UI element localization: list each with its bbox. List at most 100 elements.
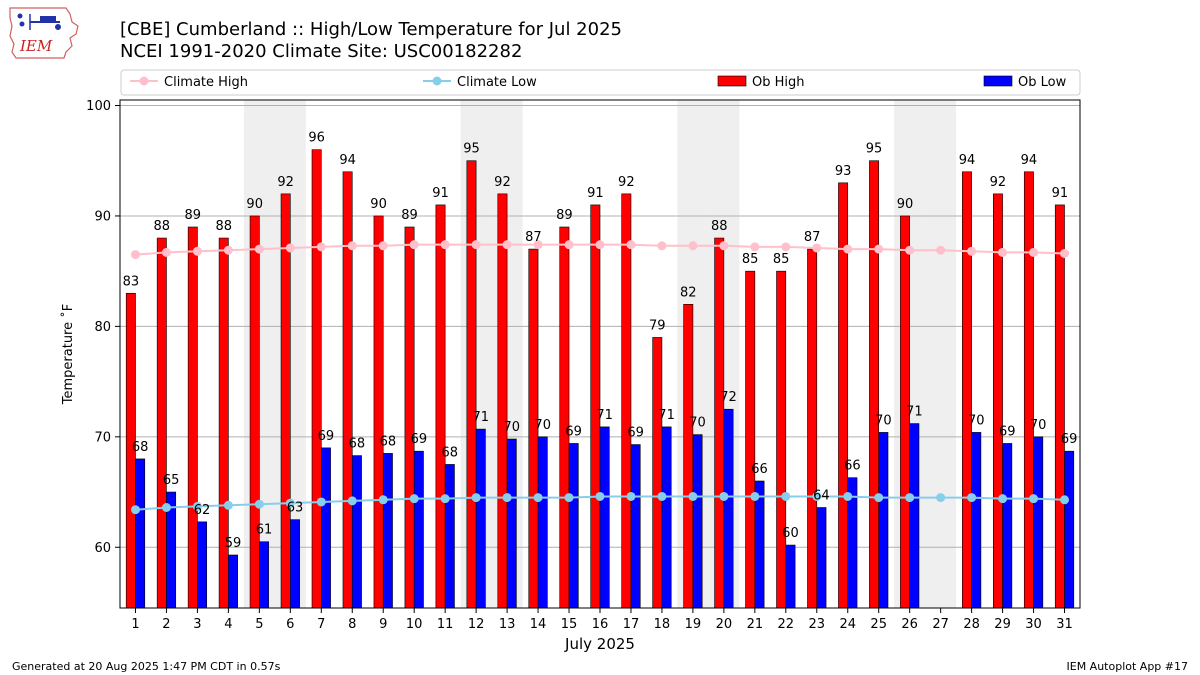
x-tick-label-26: 26 (901, 617, 918, 632)
climate-low-point-16 (595, 491, 605, 501)
ob-high-label-17: 92 (618, 175, 635, 190)
climate-high-point-28 (967, 246, 977, 256)
x-tick-label-16: 16 (592, 617, 609, 632)
climate-low-point-3 (192, 501, 202, 511)
ob-low-bar-18 (661, 426, 672, 609)
ob-high-label-24: 93 (835, 164, 852, 179)
ob-high-label-6: 92 (277, 175, 294, 190)
climate-high-point-16 (595, 240, 605, 250)
ob-high-label-3: 89 (185, 208, 202, 223)
climate-low-point-12 (471, 493, 481, 503)
y-axis-ticks: 60 70 80 90 100 (86, 99, 120, 556)
x-tick-label-29: 29 (994, 617, 1011, 632)
ob-low-bar-25 (878, 432, 889, 609)
ob-low-label-20: 72 (720, 390, 737, 405)
x-axis-ticks: 1 2 3 4 5 6 7 8 9 10 11 12 13 14 15 16 17 18 19 20 21 22 23 24 2… (131, 608, 1073, 632)
x-tick-label-18: 18 (654, 617, 671, 632)
ob-low-bar-31 (1064, 450, 1075, 609)
ob-high-label-2: 88 (154, 219, 171, 234)
y-tick-label-100: 100 (86, 99, 111, 114)
climate-high-point-18 (657, 241, 667, 251)
climate-low-point-22 (781, 491, 791, 501)
x-tick-label-25: 25 (870, 617, 887, 632)
ob-high-bar-12 (466, 160, 477, 609)
ob-low-bar-10 (413, 450, 424, 609)
climate-low-point-25 (874, 493, 884, 503)
climate-high-point-9 (378, 241, 388, 251)
ob-high-bar-9 (373, 215, 384, 609)
climate-low-point-5 (254, 499, 264, 509)
climate-low-point-9 (378, 495, 388, 505)
ob-low-label-11: 68 (442, 445, 459, 460)
climate-high-point-25 (874, 244, 884, 254)
x-tick-label-5: 5 (255, 617, 263, 632)
climate-high-point-30 (1029, 247, 1039, 257)
x-tick-label-10: 10 (406, 617, 423, 632)
climate-high-point-5 (254, 244, 264, 254)
climate-high-point-27 (936, 245, 946, 255)
x-tick-label-30: 30 (1025, 617, 1042, 632)
ob-high-bar-11 (435, 204, 446, 609)
climate-high-point-19 (688, 241, 698, 251)
legend-frame (120, 69, 1081, 96)
ob-low-label-28: 70 (968, 413, 985, 428)
x-tick-label-20: 20 (716, 617, 733, 632)
x-tick-label-17: 17 (623, 617, 640, 632)
climate-high-point-13 (502, 240, 512, 250)
climate-high-point-31 (1060, 249, 1070, 259)
legend-label-climate-low: Climate Low (457, 75, 537, 90)
weekend-shade-day-27 (925, 100, 957, 608)
climate-high-point-2 (161, 247, 171, 257)
ob-low-label-12: 71 (473, 410, 490, 425)
chart-subtitle: NCEI 1991-2020 Climate Site: USC00182282 (120, 41, 522, 62)
x-tick-label-31: 31 (1056, 617, 1073, 632)
x-tick-label-12: 12 (468, 617, 485, 632)
legend-marker-climate-low (432, 76, 442, 86)
ob-high-label-4: 88 (215, 219, 232, 234)
climate-low-point-13 (502, 493, 512, 503)
ob-high-bar-8 (342, 171, 353, 609)
x-tick-label-6: 6 (286, 617, 294, 632)
ob-low-label-30: 70 (1030, 418, 1047, 433)
ob-low-bar-26 (909, 423, 920, 609)
ob-low-bar-17 (630, 444, 641, 609)
ob-high-label-28: 94 (959, 153, 976, 168)
climate-low-point-10 (409, 494, 419, 504)
ob-low-bar-7 (320, 447, 331, 609)
climate-low-point-17 (626, 491, 636, 501)
ob-high-label-18: 79 (649, 318, 666, 333)
ob-high-label-19: 82 (680, 285, 697, 300)
ob-low-bar-11 (444, 464, 455, 609)
ob-high-label-11: 91 (432, 186, 449, 201)
ob-low-bar-13 (506, 438, 517, 609)
ob-high-label-14: 87 (525, 230, 542, 245)
climate-high-point-11 (440, 240, 450, 250)
ob-high-label-23: 87 (804, 230, 821, 245)
ob-low-bar-23 (816, 507, 827, 609)
climate-low-point-24 (843, 491, 853, 501)
y-tick-label-70: 70 (94, 430, 111, 445)
legend: Climate High Climate Low Ob High Ob Low (120, 69, 1081, 96)
legend-label-climate-high: Climate High (164, 75, 248, 90)
climate-low-point-15 (564, 493, 574, 503)
y-tick-label-80: 80 (94, 320, 111, 335)
ob-high-bar-30 (1023, 171, 1034, 609)
ob-high-bar-18 (652, 337, 663, 609)
x-tick-label-14: 14 (530, 617, 547, 632)
logo-text: IEM (19, 37, 53, 55)
climate-high-point-12 (471, 240, 481, 250)
climate-low-point-7 (316, 497, 326, 507)
climate-low-point-31 (1060, 495, 1070, 505)
ob-high-bar-19 (683, 304, 694, 609)
climate-high-point-26 (905, 245, 915, 255)
ob-low-label-29: 69 (999, 424, 1016, 439)
ob-low-label-5: 61 (256, 523, 273, 538)
ob-low-bar-14 (537, 436, 548, 609)
x-tick-label-13: 13 (499, 617, 516, 632)
ob-high-bar-17 (621, 193, 632, 609)
ob-high-label-13: 92 (494, 175, 511, 190)
ob-high-bar-21 (745, 270, 756, 609)
x-tick-label-28: 28 (963, 617, 980, 632)
ob-high-label-20: 88 (711, 219, 728, 234)
